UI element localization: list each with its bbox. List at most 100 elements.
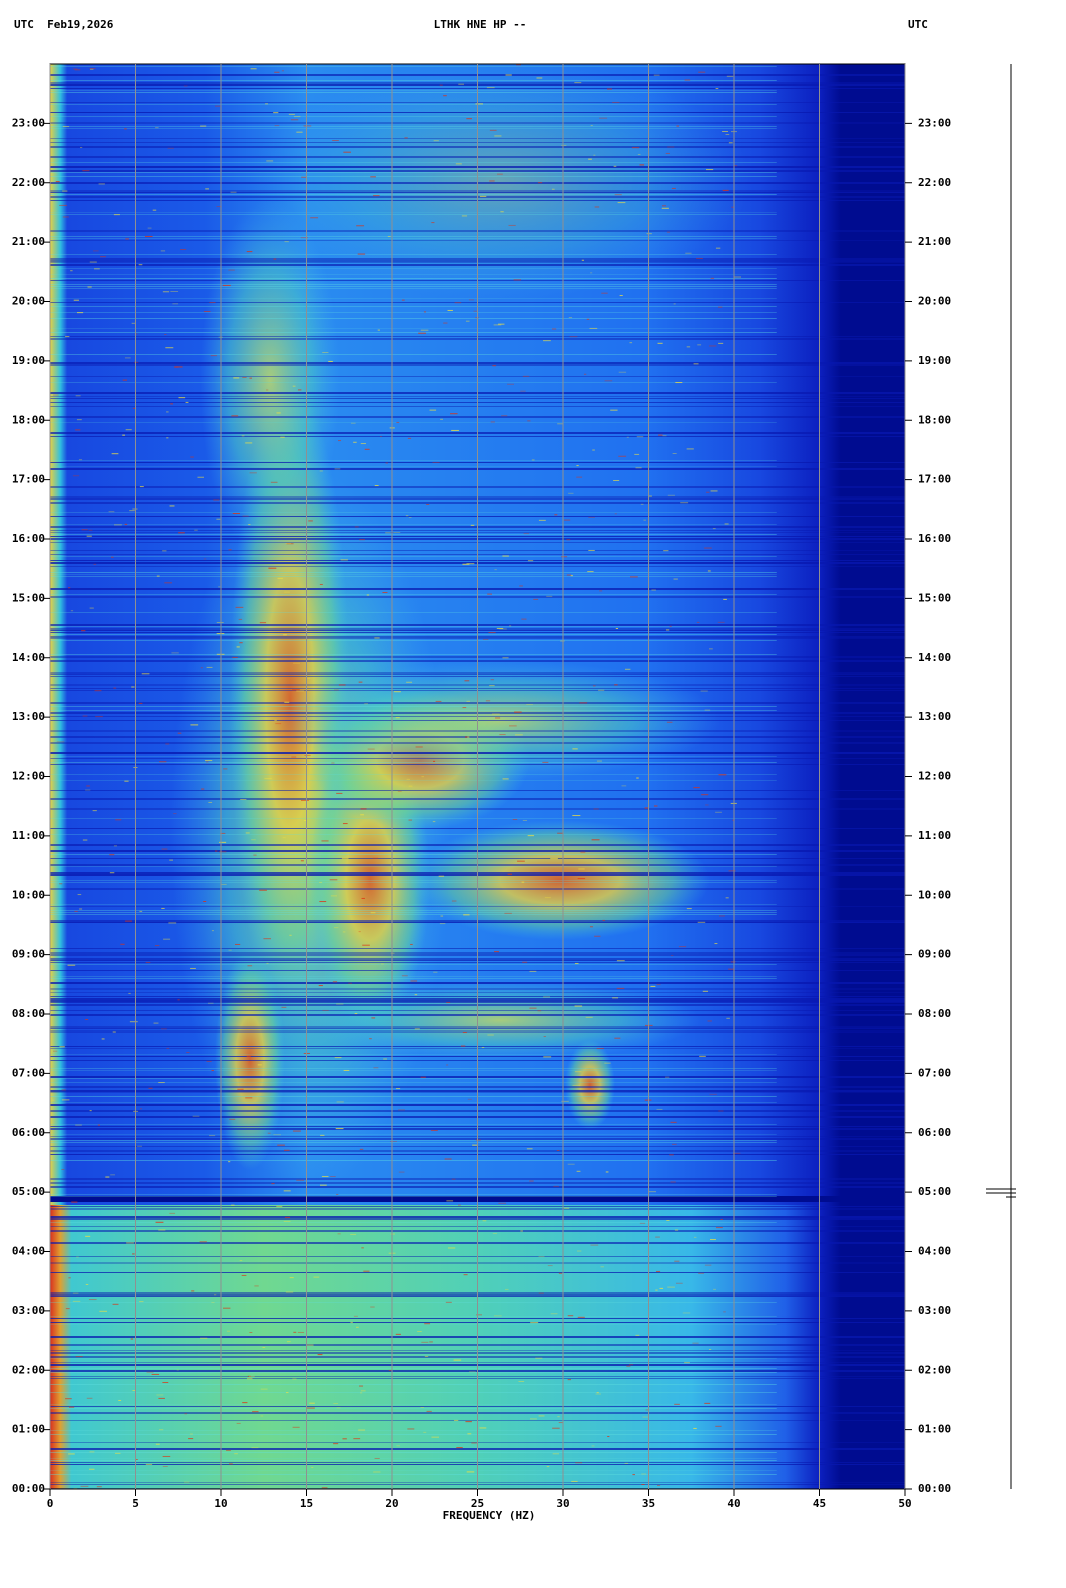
- speckle: [507, 873, 512, 875]
- speckle: [296, 131, 303, 133]
- speckle: [579, 702, 588, 704]
- speckle: [215, 105, 221, 107]
- speckle: [360, 808, 367, 810]
- speckle: [431, 222, 435, 224]
- y-tick-label-left: 02:00: [12, 1363, 45, 1376]
- speckle: [264, 778, 272, 780]
- speckle: [467, 1098, 472, 1100]
- speckle: [184, 1481, 190, 1483]
- speckle: [284, 1149, 290, 1151]
- speckle: [718, 1110, 724, 1112]
- speckle: [655, 1270, 661, 1272]
- speckle: [61, 1168, 65, 1170]
- x-axis-label: FREQUENCY (HZ): [443, 1509, 536, 1522]
- speckle: [131, 686, 135, 688]
- speckle: [248, 1375, 255, 1377]
- speckle: [724, 523, 729, 525]
- streak: [50, 882, 777, 883]
- speckle: [211, 1070, 214, 1072]
- speckle: [561, 1100, 569, 1102]
- y-tick-label-right: 03:00: [918, 1304, 951, 1317]
- speckle: [607, 1436, 610, 1438]
- speckle: [479, 195, 487, 197]
- speckle: [594, 206, 600, 208]
- x-tick-label: 15: [300, 1497, 313, 1510]
- speckle: [558, 1272, 563, 1274]
- speckle: [177, 732, 182, 734]
- speckle: [320, 1134, 325, 1136]
- speckle: [393, 531, 401, 533]
- speckle: [560, 640, 565, 642]
- speckle: [527, 420, 531, 422]
- speckle: [359, 1385, 364, 1387]
- speckle: [191, 1290, 195, 1292]
- speckle: [61, 1089, 66, 1091]
- speckle: [509, 725, 517, 727]
- speckle: [408, 785, 413, 787]
- speckle: [624, 668, 631, 670]
- speckle: [292, 1426, 300, 1428]
- speckle: [530, 1322, 539, 1324]
- speckle: [414, 994, 418, 996]
- x-tick-label: 20: [385, 1497, 398, 1510]
- speckle: [281, 70, 284, 72]
- speckle: [730, 961, 736, 963]
- speckle: [148, 1087, 153, 1089]
- speckle: [639, 164, 645, 166]
- speckle: [655, 1289, 658, 1291]
- speckle: [407, 437, 412, 439]
- speckle: [68, 1406, 75, 1408]
- speckle: [59, 1046, 65, 1048]
- speckle: [697, 921, 706, 923]
- speckle: [144, 236, 153, 238]
- speckle: [65, 1398, 72, 1400]
- speckle: [489, 180, 495, 182]
- speckle: [70, 270, 73, 272]
- speckle: [75, 1356, 83, 1358]
- speckle: [618, 455, 627, 457]
- speckle: [79, 908, 83, 910]
- speckle: [421, 776, 425, 778]
- speckle: [667, 494, 675, 496]
- speckle: [132, 407, 136, 409]
- streak: [50, 912, 777, 913]
- speckle: [615, 628, 619, 630]
- speckle: [379, 436, 383, 438]
- speckle: [594, 935, 601, 937]
- speckle: [708, 1348, 712, 1350]
- speckle: [286, 1392, 289, 1394]
- speckle: [159, 761, 167, 763]
- streak: [50, 116, 777, 117]
- speckle: [332, 140, 339, 142]
- speckle: [334, 468, 341, 470]
- speckle: [98, 183, 105, 185]
- speckle: [519, 585, 523, 587]
- streak: [50, 1068, 777, 1069]
- speckle: [184, 1413, 188, 1415]
- speckle: [328, 360, 333, 362]
- speckle: [190, 456, 194, 458]
- speckle: [350, 1321, 353, 1323]
- streak: [50, 1102, 777, 1103]
- speckle: [709, 1093, 717, 1095]
- speckle: [361, 1247, 364, 1249]
- speckle: [698, 71, 706, 73]
- speckle: [319, 901, 327, 903]
- speckle: [596, 760, 602, 762]
- speckle: [129, 1021, 138, 1023]
- speckle: [537, 1010, 542, 1012]
- speckle: [75, 1124, 82, 1126]
- speckle: [200, 667, 203, 669]
- speckle: [131, 322, 136, 324]
- speckle: [137, 1145, 143, 1147]
- speckle: [72, 68, 78, 70]
- speckle: [604, 380, 613, 382]
- speckle: [410, 980, 418, 982]
- speckle: [617, 202, 626, 204]
- speckle: [550, 1313, 558, 1315]
- speckle: [260, 1415, 264, 1417]
- speckle: [424, 1323, 431, 1325]
- speckle: [469, 1371, 476, 1373]
- speckle: [322, 1009, 329, 1011]
- speckle: [501, 415, 508, 417]
